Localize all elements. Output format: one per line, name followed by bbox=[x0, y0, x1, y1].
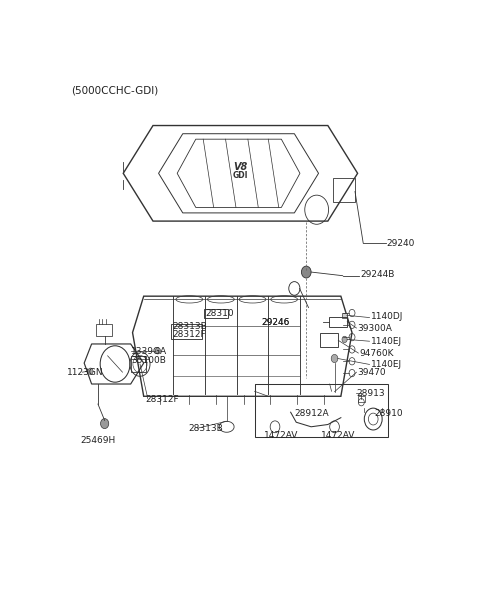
Text: 29246: 29246 bbox=[262, 318, 290, 327]
Text: 29240: 29240 bbox=[386, 239, 415, 248]
Text: 1472AV: 1472AV bbox=[264, 431, 298, 440]
Bar bbox=[254, 384, 388, 437]
Text: 35100B: 35100B bbox=[132, 356, 166, 365]
Text: GDI: GDI bbox=[233, 171, 248, 180]
Bar bbox=[342, 313, 347, 317]
Text: 25469H: 25469H bbox=[81, 436, 116, 445]
Circle shape bbox=[301, 266, 311, 278]
Text: 28312F: 28312F bbox=[145, 395, 179, 404]
Text: 39470: 39470 bbox=[358, 368, 386, 376]
Bar bbox=[131, 356, 145, 372]
Text: (5000CCHC-GDI): (5000CCHC-GDI) bbox=[71, 86, 158, 96]
Bar bbox=[320, 333, 338, 347]
Text: 1140DJ: 1140DJ bbox=[371, 312, 403, 321]
Bar bbox=[171, 324, 202, 339]
Text: 28912A: 28912A bbox=[294, 408, 329, 418]
Bar bbox=[204, 309, 228, 317]
Circle shape bbox=[331, 355, 338, 363]
Text: 28312F: 28312F bbox=[172, 330, 206, 339]
Text: 28310: 28310 bbox=[205, 309, 234, 317]
Text: 39300A: 39300A bbox=[358, 323, 393, 333]
Text: 29244B: 29244B bbox=[360, 270, 395, 280]
Bar bbox=[358, 396, 365, 402]
Text: 28913: 28913 bbox=[357, 389, 385, 398]
Text: 1339GA: 1339GA bbox=[132, 347, 168, 356]
Circle shape bbox=[100, 418, 109, 428]
Text: 1140EJ: 1140EJ bbox=[371, 337, 402, 346]
Text: 1472AV: 1472AV bbox=[321, 431, 356, 440]
Bar bbox=[96, 324, 112, 336]
Circle shape bbox=[88, 368, 93, 375]
Text: V8: V8 bbox=[233, 163, 248, 173]
Text: 94760K: 94760K bbox=[359, 349, 394, 358]
Circle shape bbox=[342, 336, 347, 343]
Text: 29246: 29246 bbox=[262, 318, 290, 327]
Bar bbox=[329, 317, 347, 327]
Text: 28313B: 28313B bbox=[172, 322, 207, 331]
Circle shape bbox=[155, 348, 160, 354]
Text: 1140EJ: 1140EJ bbox=[371, 360, 402, 369]
Text: 1123GN: 1123GN bbox=[67, 368, 103, 377]
Text: 28313B: 28313B bbox=[189, 424, 224, 433]
Bar bbox=[334, 178, 355, 202]
Text: 28910: 28910 bbox=[374, 408, 403, 418]
